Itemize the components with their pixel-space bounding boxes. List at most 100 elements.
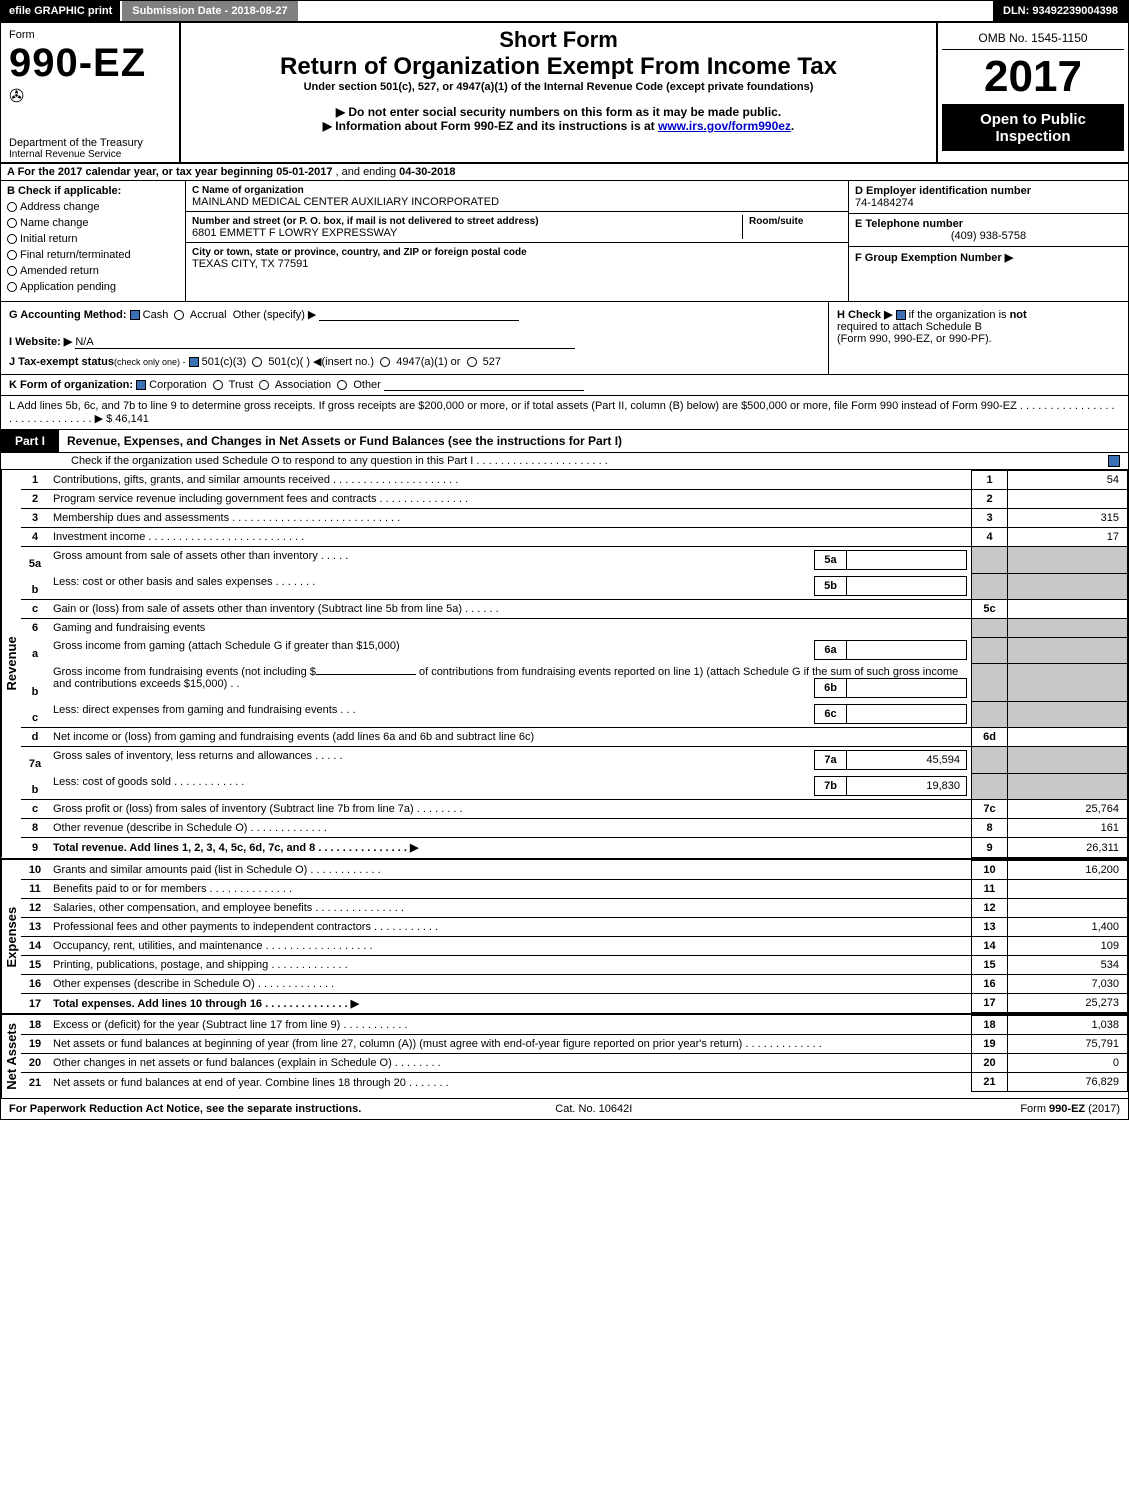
accrual-radio[interactable]	[174, 310, 184, 320]
line-18-value: 1,038	[1008, 1016, 1128, 1035]
part1-sub: Check if the organization used Schedule …	[1, 453, 1128, 470]
final-return-label: Final return/terminated	[20, 249, 131, 261]
line-19-desc: Net assets or fund balances at beginning…	[49, 1035, 972, 1054]
line-20-boxnum: 20	[972, 1054, 1008, 1073]
other-specify-blank[interactable]	[319, 320, 519, 321]
line-6b-blank[interactable]	[316, 674, 416, 675]
line-5c-num: c	[21, 600, 49, 619]
line-5b-num: b	[21, 573, 49, 600]
j-4947-label: 4947(a)(1) or	[396, 356, 460, 368]
form-number: 990-EZ	[9, 41, 171, 86]
line-21-boxnum: 21	[972, 1073, 1008, 1092]
line-6a-grey	[972, 637, 1008, 663]
j-527-radio[interactable]	[467, 357, 477, 367]
website-value: N/A	[75, 336, 575, 349]
d-ein-label: D Employer identification number	[855, 185, 1031, 197]
line-6d-value	[1008, 728, 1128, 747]
info-prefix: ▶ Information about Form 990-EZ and its …	[323, 119, 658, 133]
i-label: I Website: ▶	[9, 336, 72, 348]
part1-schedule-o-checkbox[interactable]	[1108, 455, 1120, 467]
line-3-num: 3	[21, 509, 49, 528]
line-6b-grey	[972, 663, 1008, 701]
line-3-boxnum: 3	[972, 509, 1008, 528]
gh-row: G Accounting Method: Cash Accrual Other …	[1, 302, 1128, 375]
line-16-num: 16	[21, 974, 49, 993]
line-17-value: 25,273	[1008, 993, 1128, 1013]
line-6d-boxnum: 6d	[972, 728, 1008, 747]
line-9-boxnum: 9	[972, 838, 1008, 858]
cash-checkbox[interactable]	[130, 310, 140, 320]
line-6c-grey2	[1008, 701, 1128, 728]
line-6d-desc: Net income or (loss) from gaming and fun…	[49, 728, 972, 747]
j-4947-radio[interactable]	[380, 357, 390, 367]
name-change-radio[interactable]	[7, 218, 17, 228]
j-501c-label: 501(c)( ) ◀(insert no.)	[268, 356, 374, 368]
line-11-num: 11	[21, 879, 49, 898]
line-5c-value	[1008, 600, 1128, 619]
k-corp-checkbox[interactable]	[136, 380, 146, 390]
line-20-num: 20	[21, 1054, 49, 1073]
part1-title: Revenue, Expenses, and Changes in Net As…	[59, 430, 630, 452]
open-public-badge: Open to Public Inspection	[942, 105, 1124, 151]
footer-left: For Paperwork Reduction Act Notice, see …	[9, 1103, 361, 1115]
line-7b-grey2	[1008, 773, 1128, 800]
h-not: not	[1010, 309, 1027, 321]
h-label: H Check ▶	[837, 309, 893, 321]
line-16-boxnum: 16	[972, 974, 1008, 993]
h-checkbox[interactable]	[896, 310, 906, 320]
final-return-radio[interactable]	[7, 250, 17, 260]
line-19-num: 19	[21, 1035, 49, 1054]
line-18-num: 18	[21, 1016, 49, 1035]
a-end-date: 04-30-2018	[399, 166, 455, 178]
form-990ez-page1: efile GRAPHIC print Submission Date - 20…	[0, 0, 1129, 1120]
k-trust-radio[interactable]	[213, 380, 223, 390]
line-20-desc: Other changes in net assets or fund bala…	[49, 1054, 972, 1073]
line-13-num: 13	[21, 917, 49, 936]
g-accounting-method: G Accounting Method: Cash Accrual Other …	[9, 308, 820, 321]
address-change-radio[interactable]	[7, 202, 17, 212]
k-assoc-label: Association	[275, 379, 331, 391]
line-15-num: 15	[21, 955, 49, 974]
line-6a-desc: Gross income from gaming (attach Schedul…	[53, 640, 400, 652]
amended-return-radio[interactable]	[7, 266, 17, 276]
line-9-num: 9	[21, 838, 49, 858]
info-suffix: .	[791, 119, 794, 133]
header-left: Form 990-EZ ✇ Department of the Treasury…	[1, 23, 181, 162]
k-trust-label: Trust	[229, 379, 254, 391]
c-addr-label: Number and street (or P. O. box, if mail…	[192, 216, 539, 227]
line-4-value: 17	[1008, 528, 1128, 547]
a-begin-date: 05-01-2017	[276, 166, 332, 178]
line-13-boxnum: 13	[972, 917, 1008, 936]
netassets-section: Net Assets 18Excess or (deficit) for the…	[1, 1015, 1128, 1099]
c-city-label: City or town, state or province, country…	[192, 247, 527, 258]
omb-number: OMB No. 1545-1150	[942, 27, 1124, 50]
efile-label: efile GRAPHIC print	[1, 1, 120, 21]
k-other-radio[interactable]	[337, 380, 347, 390]
line-11-desc: Benefits paid to or for members . . . . …	[49, 879, 972, 898]
section-k: K Form of organization: Corporation Trus…	[1, 375, 1128, 396]
section-g-i-j: G Accounting Method: Cash Accrual Other …	[1, 302, 828, 374]
application-pending-radio[interactable]	[7, 282, 17, 292]
j-501c-radio[interactable]	[252, 357, 262, 367]
line-8-boxnum: 8	[972, 819, 1008, 838]
form-title: Return of Organization Exempt From Incom…	[189, 53, 928, 81]
k-label: K Form of organization:	[9, 379, 133, 391]
k-assoc-radio[interactable]	[259, 380, 269, 390]
page-footer: For Paperwork Reduction Act Notice, see …	[1, 1099, 1128, 1119]
info-link[interactable]: www.irs.gov/form990ez	[658, 119, 791, 133]
line-13-value: 1,400	[1008, 917, 1128, 936]
line-2-value	[1008, 490, 1128, 509]
application-pending-label: Application pending	[20, 281, 116, 293]
line-7a-num: 7a	[21, 747, 49, 774]
submission-date: Submission Date - 2018-08-27	[122, 1, 297, 21]
initial-return-label: Initial return	[20, 233, 77, 245]
line-18-desc: Excess or (deficit) for the year (Subtra…	[49, 1016, 972, 1035]
k-other-blank[interactable]	[384, 390, 584, 391]
line-6b-mini-val	[847, 679, 967, 698]
initial-return-radio[interactable]	[7, 234, 17, 244]
info-line: ▶ Information about Form 990-EZ and its …	[189, 119, 928, 133]
j-501c3-checkbox[interactable]	[189, 357, 199, 367]
line-6-num: 6	[21, 619, 49, 638]
department-label: Department of the Treasury	[9, 137, 171, 149]
k-other-label: Other	[353, 379, 381, 391]
